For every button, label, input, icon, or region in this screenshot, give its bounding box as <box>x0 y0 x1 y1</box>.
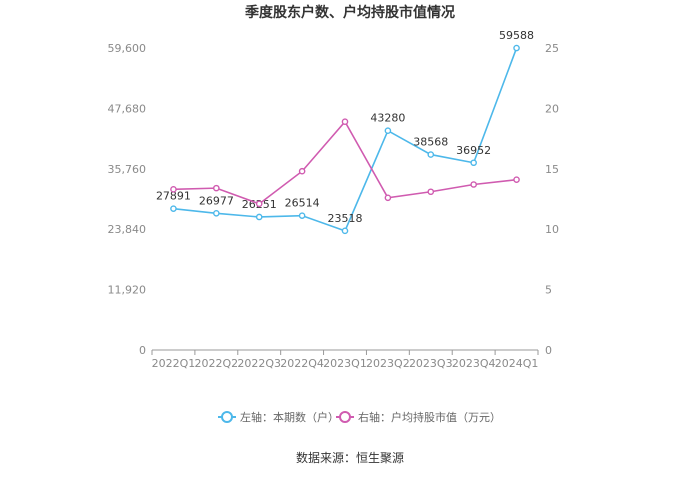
x-tick-label: 2023Q1 <box>323 357 367 370</box>
series-line-1 <box>173 120 517 205</box>
data-point <box>170 205 177 212</box>
data-point <box>255 213 263 221</box>
x-tick-label: 2023Q3 <box>409 357 453 370</box>
data-point <box>170 186 177 193</box>
left-tick-label: 59,600 <box>108 42 147 55</box>
data-label: 26514 <box>285 197 320 210</box>
data-point <box>384 127 392 134</box>
left-tick-label: 23,840 <box>108 223 147 236</box>
data-label: 26977 <box>199 194 234 207</box>
data-point <box>341 118 349 125</box>
data-point <box>384 194 392 202</box>
data-point <box>255 200 263 208</box>
x-tick-label: 2022Q3 <box>237 357 281 370</box>
data-point <box>513 44 520 52</box>
left-tick-label: 11,920 <box>108 284 147 297</box>
x-tick-label: 2022Q4 <box>280 357 324 370</box>
left-tick-label: 35,760 <box>108 163 147 176</box>
data-point <box>427 151 435 158</box>
right-tick-label: 25 <box>545 42 559 55</box>
x-tick-label: 2022Q1 <box>152 357 196 370</box>
data-point <box>298 212 306 219</box>
data-point <box>213 210 220 217</box>
legend-swatch-marker <box>221 411 233 423</box>
left-tick-label: 0 <box>139 344 146 357</box>
left-tick-label: 47,680 <box>108 102 147 115</box>
axes-group: 2022Q1 2022Q2 2022Q3 2022Q4 2023Q1 2023Q2 2023… <box>108 42 560 370</box>
series-group: 2789126977262512651423518432803856836952… <box>156 29 534 235</box>
x-tick-label: 2023Q4 <box>452 357 496 370</box>
data-point <box>513 176 520 183</box>
x-tick-label: 2023Q2 <box>366 357 410 370</box>
right-tick-label: 0 <box>545 344 552 357</box>
right-tick-label: 15 <box>545 163 559 176</box>
legend-label: 左轴：本期数（户） <box>240 410 339 424</box>
legend-label: 右轴：户均持股市值（万元） <box>358 410 501 424</box>
x-tick-label: 2022Q2 <box>195 357 239 370</box>
data-point <box>470 159 477 167</box>
data-label: 36952 <box>456 144 491 157</box>
legend: 左轴：本期数（户） 右轴：户均持股市值（万元） <box>218 410 501 424</box>
legend-swatch-marker <box>339 411 351 423</box>
data-point <box>213 184 220 192</box>
data-point <box>298 167 306 175</box>
data-label: 27891 <box>156 190 191 203</box>
data-point <box>470 181 477 188</box>
right-tick-label: 10 <box>545 223 559 236</box>
right-tick-label: 5 <box>545 284 552 297</box>
data-label: 59588 <box>499 29 534 42</box>
x-tick-label: 2024Q1 <box>495 357 539 370</box>
chart-title: 季度股东户数、户均持股市值情况 <box>244 4 455 21</box>
data-point <box>341 227 349 235</box>
data-label: 38568 <box>413 136 448 149</box>
source-note: 数据来源：恒生聚源 <box>296 450 404 465</box>
data-point <box>427 188 435 196</box>
data-label: 23518 <box>328 212 363 225</box>
data-label: 43280 <box>370 112 405 125</box>
right-tick-label: 20 <box>545 102 559 115</box>
